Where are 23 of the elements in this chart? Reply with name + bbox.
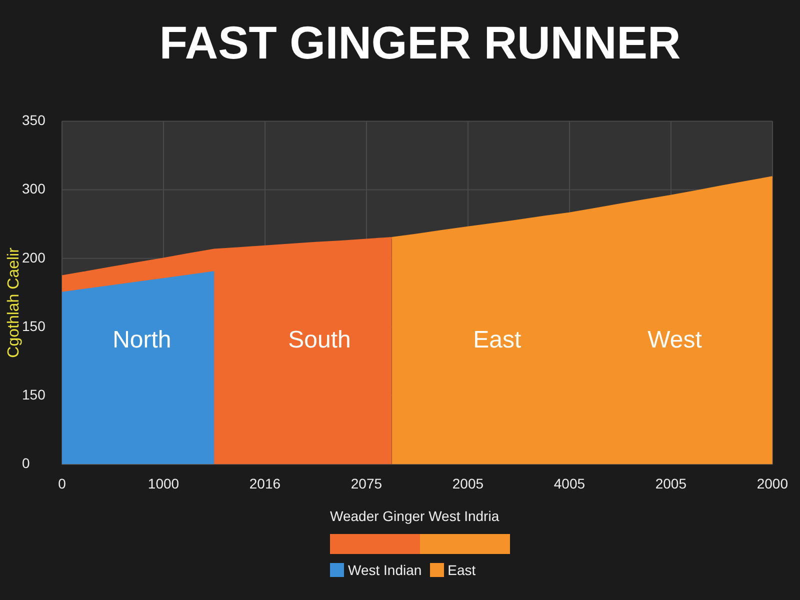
text: 350 <box>22 112 46 128</box>
annotation: North <box>112 326 172 354</box>
chart-title: FAST GINGER RUNNER <box>159 16 681 68</box>
text: 150 <box>22 386 46 402</box>
annotation: South <box>288 326 351 354</box>
annotation: West <box>648 326 702 354</box>
x-tick-label: 0 <box>58 475 66 492</box>
text: 0 <box>22 455 30 472</box>
text: 300 <box>22 180 46 197</box>
text: 200 <box>22 249 46 266</box>
legend-label: East <box>448 562 476 578</box>
x-tick-label: 1000 <box>148 475 180 492</box>
text: 150 <box>22 318 46 334</box>
x-tick-label: 4005 <box>554 475 586 492</box>
x-tick-label: 2000 <box>756 475 788 492</box>
x-tick-label: 2016 <box>249 475 281 492</box>
annotation: East <box>473 326 522 354</box>
legend-title: Weader Ginger West Indria <box>330 508 500 524</box>
y-axis-title: Cgothlah Caelir <box>5 246 22 358</box>
x-tick-label: 2005 <box>452 475 484 492</box>
x-tick-label: 2075 <box>350 475 382 492</box>
legend-label: West Indian <box>348 562 422 578</box>
x-tick-label: 2005 <box>655 475 687 492</box>
